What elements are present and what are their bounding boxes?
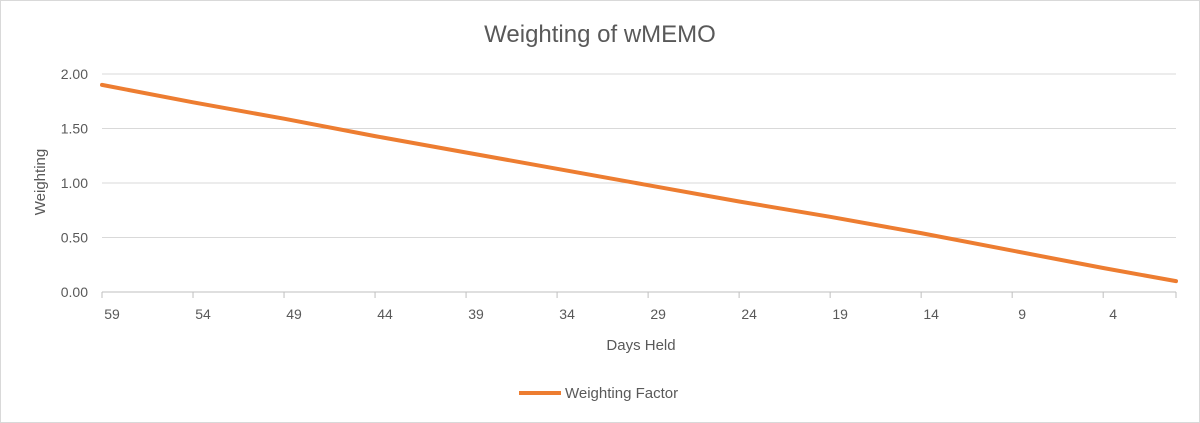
chart-title: Weighting of wMEMO: [484, 21, 716, 48]
x-tick-labels: 59 54 49 44 39 34 29 24 19 14 9 4: [104, 306, 1117, 322]
y-tick-labels: 0.00 0.50 1.00 1.50 2.00: [61, 66, 88, 300]
legend: Weighting Factor: [519, 385, 678, 402]
series-line-weighting-factor: [100, 82, 1178, 284]
x-tick-label: 19: [832, 306, 848, 322]
x-tick-label: 44: [377, 306, 393, 322]
x-axis-title: Days Held: [606, 337, 675, 354]
x-tick-label: 24: [741, 306, 757, 322]
x-tick-label: 49: [286, 306, 302, 322]
x-tick-marks: [101, 292, 1177, 298]
x-tick-label: 4: [1109, 306, 1117, 322]
gridlines: [102, 73, 1176, 238]
x-tick-label: 29: [650, 306, 666, 322]
y-tick-label: 1.50: [61, 121, 88, 137]
x-tick-label: 14: [923, 306, 939, 322]
legend-label-weighting-factor: Weighting Factor: [565, 385, 678, 402]
x-tick-label: 39: [468, 306, 484, 322]
y-tick-label: 1.00: [61, 175, 88, 191]
y-tick-label: 0.00: [61, 284, 88, 300]
y-tick-label: 2.00: [61, 66, 88, 82]
y-axis-title: Weighting: [32, 149, 49, 215]
x-tick-label: 34: [559, 306, 575, 322]
x-tick-label: 59: [104, 306, 120, 322]
x-tick-label: 54: [195, 306, 211, 322]
y-tick-label: 0.50: [61, 230, 88, 246]
x-tick-label: 9: [1018, 306, 1026, 322]
